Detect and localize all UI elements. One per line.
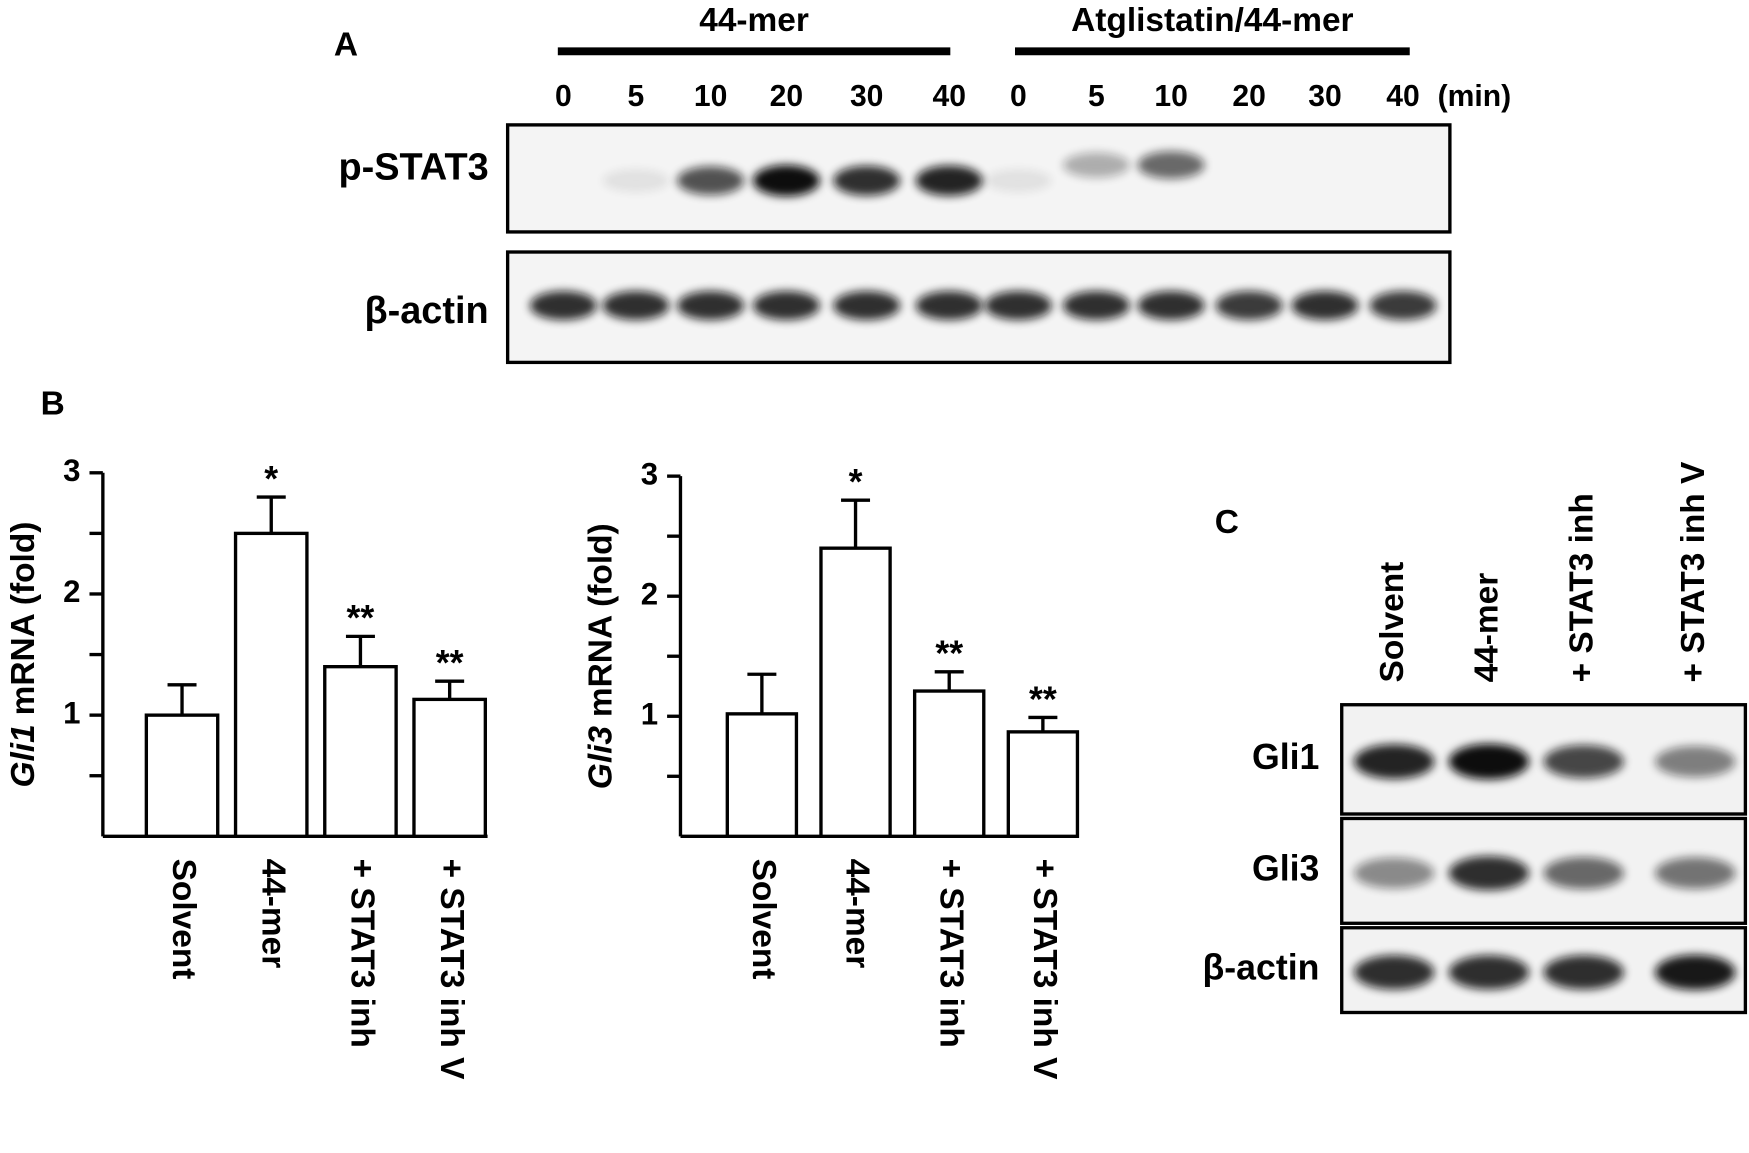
blot-band (1353, 955, 1435, 990)
time-label: 30 (1308, 80, 1341, 113)
blot-band (1655, 954, 1736, 990)
y-axis-title: Gli3 mRNA (fold) (582, 523, 619, 789)
blot-band (1291, 291, 1359, 321)
blot-band (1543, 857, 1624, 890)
blot-band (1448, 743, 1530, 780)
blot-band (915, 165, 983, 196)
time-label: 0 (555, 80, 572, 113)
y-tick-label: 2 (63, 574, 80, 609)
blot-band (1448, 955, 1530, 990)
time-unit: (min) (1438, 80, 1512, 113)
bar (144, 713, 220, 838)
time-label: 0 (1010, 80, 1027, 113)
column-label: Solvent (1374, 562, 1411, 683)
blot-band (1655, 857, 1736, 889)
blot-band (984, 169, 1052, 193)
blot-band (1137, 291, 1205, 321)
group-label: 44-mer (699, 2, 809, 39)
significance: ** (436, 643, 464, 683)
blot-band (1215, 291, 1283, 321)
blot-band (833, 165, 901, 196)
row-label: β-actin (1202, 948, 1319, 988)
blot-band (984, 291, 1052, 321)
x-tick-label: + STAT3 inh V (1026, 859, 1063, 1080)
x-tick-label: + STAT3 inh V (433, 859, 470, 1080)
time-label: 5 (1088, 80, 1105, 113)
blot-band (529, 291, 597, 321)
blot-band (752, 291, 820, 321)
column-label: + STAT3 inh V (1675, 461, 1712, 682)
blot-band (1062, 291, 1130, 321)
bar (412, 697, 488, 838)
significance: * (849, 462, 863, 502)
bar (819, 546, 892, 838)
blot-band (1062, 152, 1130, 178)
x-tick-label: + STAT3 inh (344, 859, 381, 1048)
row-label: Gli1 (1252, 737, 1319, 777)
x-tick-label: Solvent (165, 859, 202, 980)
x-tick-label: 44-mer (839, 859, 876, 969)
bar (912, 689, 986, 838)
significance: * (264, 459, 278, 499)
blot-band (602, 169, 670, 193)
y-tick-label: 1 (641, 697, 658, 732)
bar (725, 712, 799, 838)
blot-band (1353, 744, 1435, 779)
blot-band (1543, 744, 1624, 779)
x-tick-label: 44-mer (254, 859, 291, 969)
y-tick-label: 3 (641, 456, 658, 491)
bar (323, 665, 398, 838)
blot-band (602, 291, 670, 321)
significance: ** (935, 634, 963, 674)
time-label: 40 (932, 80, 965, 113)
blot-band (1655, 745, 1736, 778)
panel-label: A (334, 27, 358, 64)
bar (1006, 730, 1080, 838)
row-label: β-actin (364, 290, 488, 332)
y-axis-title-text: mRNA (fold) (5, 522, 42, 716)
time-label: 20 (770, 80, 803, 113)
blot-band (1353, 857, 1435, 889)
blot-band (1369, 291, 1437, 321)
blot-band (915, 291, 983, 321)
y-axis-title-gene: Gli1 (5, 724, 42, 787)
significance: ** (347, 598, 375, 638)
bar (233, 531, 309, 838)
blot-band (677, 291, 745, 321)
time-label: 40 (1386, 80, 1419, 113)
column-label: + STAT3 inh (1564, 493, 1601, 682)
blot-band (752, 165, 820, 197)
column-label: 44-mer (1469, 573, 1506, 683)
row-label: p-STAT3 (338, 147, 488, 189)
panel-label: B (41, 386, 65, 423)
blot-band (1543, 955, 1624, 990)
time-label: 30 (850, 80, 883, 113)
blot-band (1448, 855, 1530, 891)
y-tick-label: 2 (641, 576, 658, 611)
x-tick-label: Solvent (745, 859, 782, 980)
panel-label: C (1215, 504, 1239, 541)
time-label: 20 (1232, 80, 1265, 113)
row-label: Gli3 (1252, 848, 1319, 888)
y-axis-title-gene: Gli3 (582, 726, 619, 790)
x-tick-label: + STAT3 inh (932, 859, 969, 1048)
time-label: 10 (694, 80, 727, 113)
blot-band (1137, 151, 1205, 179)
significance: ** (1029, 679, 1057, 719)
y-tick-label: 3 (63, 453, 80, 488)
blot-band (833, 291, 901, 321)
y-tick-label: 1 (63, 695, 80, 730)
time-label: 10 (1154, 80, 1187, 113)
y-axis-title: Gli1 mRNA (fold) (5, 522, 42, 788)
y-axis-title-text: mRNA (fold) (582, 523, 619, 717)
time-label: 5 (627, 80, 644, 113)
group-label: Atglistatin/44-mer (1071, 2, 1353, 39)
blot-band (677, 166, 745, 195)
